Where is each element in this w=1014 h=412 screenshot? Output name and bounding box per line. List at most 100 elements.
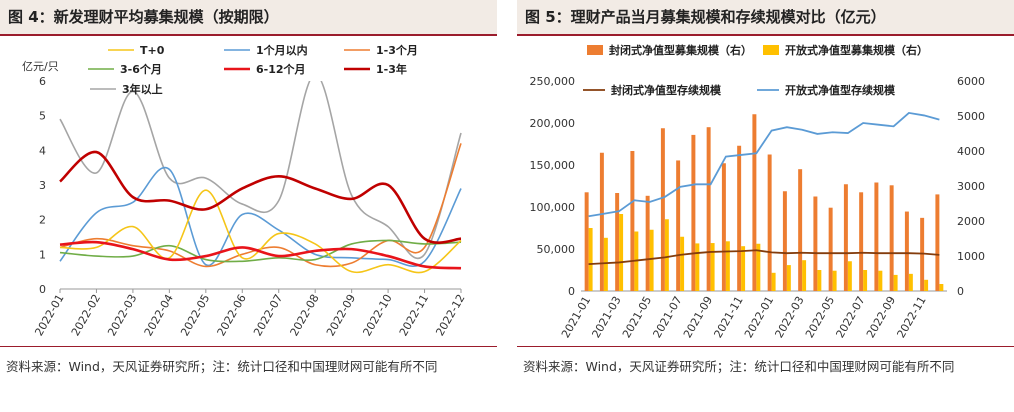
right-bar-s0-10 xyxy=(737,145,742,291)
right-x-tick-label: 2022-05 xyxy=(803,294,837,340)
right-bar-s1-23 xyxy=(939,284,944,291)
right-line-1 xyxy=(588,111,940,218)
right-y-tick-label: 0 xyxy=(568,285,575,298)
right-x-tick-label: 2021-03 xyxy=(589,294,623,340)
left-y-tick-label: 4 xyxy=(39,144,46,157)
right-bar-s0-2 xyxy=(615,193,620,291)
right-bar-s1-14 xyxy=(802,260,807,291)
right-bar-s1-4 xyxy=(649,229,654,291)
left-series-line-3 xyxy=(59,239,462,263)
right-x-tick-label: 2021-07 xyxy=(650,294,684,340)
right-bar-s1-12 xyxy=(771,272,776,291)
left-y-tick-label: 0 xyxy=(39,283,46,296)
right-legend-label-line-0: 封闭式净值型存续规模 xyxy=(611,83,722,97)
left-legend-label-4: 6-12个月 xyxy=(256,62,306,76)
right-y2-tick-label: 2000 xyxy=(957,215,985,228)
right-bar-s0-21 xyxy=(904,211,909,291)
left-legend-label-2: 1-3个月 xyxy=(376,43,418,57)
left-x-tick-label: 2022-06 xyxy=(215,292,249,338)
right-combo-chart: 0 50,000 100,000 150,000 200,000 250,000 0 1000… xyxy=(530,43,986,340)
left-figure-title: 图 4：新发理财平均募集规模（按期限） xyxy=(0,0,497,34)
right-bar-s0-17 xyxy=(843,184,848,291)
left-series-line-2 xyxy=(59,143,462,268)
left-x-tick-label: 2022-10 xyxy=(360,292,394,338)
right-bar-s1-8 xyxy=(710,243,715,291)
right-bar-s0-8 xyxy=(706,127,711,291)
right-bar-s0-6 xyxy=(676,160,681,291)
right-y-tick-label: 150,000 xyxy=(530,159,576,172)
right-bar-s1-0 xyxy=(588,228,593,291)
right-bar-s0-3 xyxy=(630,151,635,291)
right-figure-panel: 图 5：理财产品当月募集规模和存续规模对比（亿元） 0 50,000 100,000… xyxy=(517,0,1014,412)
right-x-tick-label: 2021-11 xyxy=(711,294,745,340)
right-legend-label-bar-0: 封闭式净值型募集规模（右） xyxy=(609,43,752,57)
right-x-tick-label: 2022-07 xyxy=(833,294,867,340)
right-x-tick-label: 2021-01 xyxy=(559,294,593,340)
left-y-tick-label: 3 xyxy=(39,179,46,192)
right-x-tick-label: 2022-01 xyxy=(742,294,776,340)
left-x-tick-label: 2022-05 xyxy=(178,292,212,338)
right-legend-swatch-bar-1 xyxy=(763,45,779,55)
left-y-tick-label: 5 xyxy=(39,110,46,123)
left-source-rule xyxy=(0,346,497,347)
right-figure-title: 图 5：理财产品当月募集规模和存续规模对比（亿元） xyxy=(517,0,1014,34)
left-x-tick-label: 2022-09 xyxy=(324,292,358,338)
left-series-line-1 xyxy=(59,166,462,267)
right-x-tick-label: 2022-11 xyxy=(894,294,928,340)
right-bar-s1-17 xyxy=(847,261,852,291)
left-y-tick-label: 2 xyxy=(39,214,46,227)
right-bar-s1-16 xyxy=(832,270,837,291)
left-legend-label-1: 1个月以内 xyxy=(256,43,308,57)
right-bar-s1-7 xyxy=(695,243,700,291)
left-x-tick-label: 2022-12 xyxy=(433,292,467,338)
right-y2-tick-label: 5000 xyxy=(957,110,985,123)
right-bar-s0-14 xyxy=(798,169,803,291)
right-y-tick-label: 100,000 xyxy=(530,201,576,214)
right-source-rule xyxy=(517,346,1014,347)
right-bar-s1-15 xyxy=(817,270,822,291)
right-bar-s1-13 xyxy=(786,265,791,291)
right-bar-s0-18 xyxy=(859,192,864,291)
left-y-tick-label: 6 xyxy=(39,75,46,88)
left-x-tick-label: 2022-01 xyxy=(32,292,66,338)
right-bar-s1-18 xyxy=(863,270,868,291)
right-y-tick-label: 50,000 xyxy=(537,243,576,256)
left-x-tick-label: 2022-07 xyxy=(251,292,285,338)
right-bar-s0-1 xyxy=(599,152,604,291)
right-x-tick-label: 2021-09 xyxy=(681,294,715,340)
right-bar-s1-10 xyxy=(741,246,746,291)
right-y2-tick-label: 3000 xyxy=(957,180,985,193)
right-bar-s1-1 xyxy=(603,237,608,291)
right-bar-s1-2 xyxy=(619,214,624,291)
right-line-0 xyxy=(588,249,940,266)
right-legend-swatch-bar-0 xyxy=(587,45,603,55)
right-x-tick-label: 2022-09 xyxy=(864,294,898,340)
left-legend-label-6: 3年以上 xyxy=(122,82,163,96)
right-y-tick-label: 250,000 xyxy=(530,75,576,88)
left-series-line-4 xyxy=(59,240,462,270)
left-legend-label-0: T+0 xyxy=(140,44,165,57)
left-x-tick-label: 2022-08 xyxy=(288,292,322,338)
right-bar-s1-6 xyxy=(680,236,685,291)
left-x-tick-label: 2022-04 xyxy=(142,292,176,338)
left-title-rule xyxy=(0,34,497,36)
right-legend-label-bar-1: 开放式净值型募集规模（右） xyxy=(785,43,928,57)
right-bar-s0-23 xyxy=(935,194,940,291)
right-bar-s0-20 xyxy=(889,185,894,291)
right-bar-s0-11 xyxy=(752,114,757,291)
left-series-line-5 xyxy=(59,150,462,244)
right-bar-s1-20 xyxy=(893,274,898,291)
right-y2-tick-label: 0 xyxy=(957,285,964,298)
left-x-tick-label: 2022-02 xyxy=(69,292,103,338)
right-bar-s1-11 xyxy=(756,243,761,291)
right-bar-s0-15 xyxy=(813,196,818,291)
left-legend-label-3: 3-6个月 xyxy=(120,62,162,76)
left-figure-panel: 图 4：新发理财平均募集规模（按期限） 0 1 2 3 4 5 6 亿元/只 2022-01 20… xyxy=(0,0,497,412)
right-x-tick-label: 2021-05 xyxy=(620,294,654,340)
left-y-axis-label: 亿元/只 xyxy=(22,60,59,73)
right-legend-label-line-1: 开放式净值型存续规模 xyxy=(785,83,896,97)
right-bar-s1-5 xyxy=(664,219,669,291)
right-y2-tick-label: 4000 xyxy=(957,145,985,158)
right-bar-s0-4 xyxy=(645,195,650,291)
